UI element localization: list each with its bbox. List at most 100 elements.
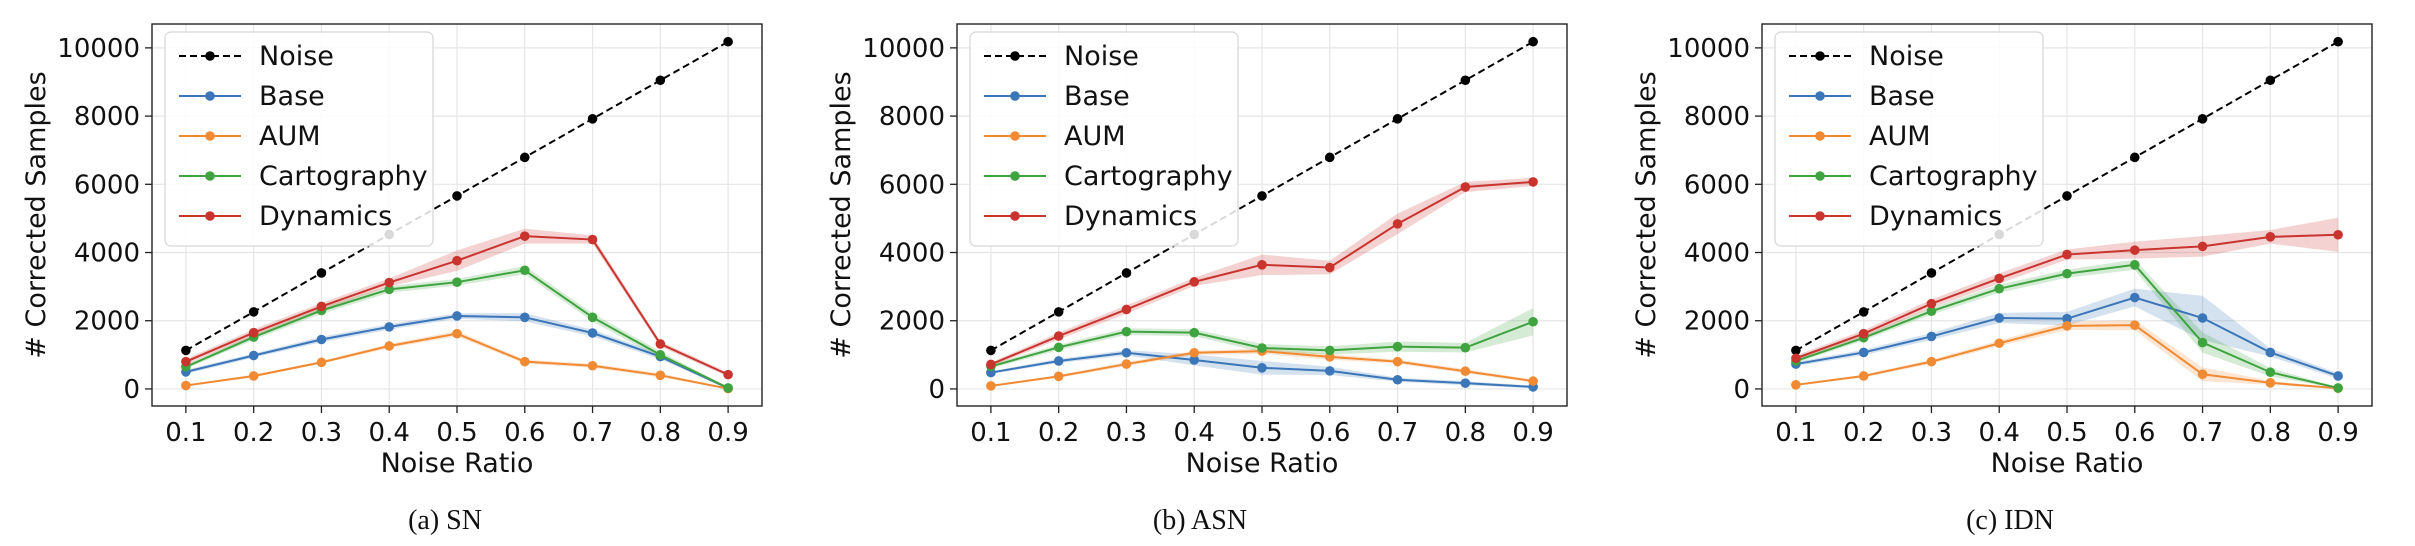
legend-label-noise: Noise: [1869, 41, 1944, 72]
data-point-dynamics: [1858, 328, 1869, 339]
data-point-dynamics: [1053, 331, 1064, 341]
data-point-noise: [181, 345, 191, 356]
legend-box: [164, 31, 434, 247]
x-axis-label: Noise Ratio: [1991, 448, 2144, 479]
y-tick-label: 8000: [74, 102, 140, 132]
data-point-cartography: [384, 284, 395, 295]
data-point-dynamics: [2197, 241, 2208, 252]
data-point-dynamics: [519, 231, 530, 241]
data-point-noise: [655, 75, 666, 86]
x-tick-label: 0.3: [1106, 418, 1147, 448]
x-tick-label: 0.3: [301, 418, 342, 448]
data-point-base: [1392, 374, 1403, 385]
data-point-dynamics: [1121, 304, 1132, 315]
legend-label-aum: AUM: [259, 121, 321, 152]
y-tick-label: 0: [123, 375, 140, 405]
data-point-dynamics: [384, 277, 395, 288]
data-point-aum: [384, 341, 395, 351]
data-point-base: [1460, 378, 1471, 388]
data-point-noise: [2333, 36, 2343, 47]
data-point-dynamics: [452, 255, 462, 266]
legend-box: [969, 31, 1239, 247]
data-point-aum: [1994, 338, 2005, 349]
legend-label-aum: AUM: [1869, 121, 1931, 152]
y-tick-label: 6000: [879, 170, 945, 200]
data-point-aum: [1926, 356, 1937, 367]
caption-text: ASN: [1191, 505, 1248, 536]
legend-label-base: Base: [1869, 81, 1935, 112]
legend-label-base: Base: [259, 81, 325, 112]
legend-marker-aum: [1010, 131, 1020, 141]
data-point-cartography: [1528, 316, 1538, 327]
data-point-noise: [1460, 75, 1471, 86]
data-point-cartography: [2333, 383, 2343, 393]
y-tick-label: 6000: [74, 170, 140, 200]
data-point-aum: [1392, 356, 1403, 367]
data-point-aum: [1189, 347, 1200, 358]
data-point-cartography: [1121, 326, 1132, 337]
caption-sn: (a) SN: [245, 505, 645, 537]
y-tick-label: 10000: [1667, 34, 1750, 64]
data-point-cartography: [2265, 367, 2276, 378]
data-point-aum: [519, 356, 530, 367]
data-point-base: [384, 322, 395, 332]
data-point-cartography: [1189, 327, 1200, 338]
data-point-base: [1324, 366, 1335, 376]
data-point-aum: [316, 357, 327, 368]
y-axis-label: # Corrected Samples: [21, 71, 52, 358]
x-tick-label: 0.9: [1512, 418, 1553, 448]
y-tick-label: 6000: [1684, 170, 1750, 200]
caption-label: (c): [1966, 505, 1998, 536]
y-tick-label: 10000: [862, 34, 945, 64]
caption-text: IDN: [2004, 505, 2054, 536]
legend-marker-dynamics: [1010, 211, 1020, 221]
data-point-dynamics: [1392, 219, 1403, 229]
x-tick-label: 0.8: [1445, 418, 1486, 448]
data-point-cartography: [1926, 306, 1937, 316]
data-point-noise: [1858, 307, 1869, 317]
data-point-base: [1858, 347, 1869, 358]
y-axis-label: # Corrected Samples: [826, 71, 857, 358]
data-point-aum: [1528, 376, 1538, 386]
legend-label-cartography: Cartography: [259, 161, 428, 192]
data-point-dynamics: [2129, 245, 2140, 255]
data-point-noise: [2265, 75, 2276, 86]
data-point-noise: [2197, 114, 2208, 124]
legend-label-base: Base: [1064, 81, 1130, 112]
data-point-base: [1121, 347, 1132, 358]
legend-label-cartography: Cartography: [1064, 161, 1233, 192]
data-point-noise: [1392, 114, 1403, 124]
data-point-base: [1994, 313, 2005, 323]
data-point-noise: [452, 191, 462, 201]
x-tick-label: 0.8: [640, 418, 681, 448]
y-tick-label: 4000: [74, 239, 140, 269]
y-tick-label: 8000: [1684, 102, 1750, 132]
data-point-dynamics: [1460, 182, 1471, 192]
x-tick-label: 0.2: [1038, 418, 1079, 448]
data-point-noise: [248, 307, 259, 317]
data-point-noise: [1053, 307, 1064, 317]
legend-marker-noise: [205, 51, 215, 61]
caption-text: SN: [446, 505, 482, 536]
legend-label-dynamics: Dynamics: [1064, 201, 1197, 232]
legend-marker-dynamics: [205, 211, 215, 221]
data-point-cartography: [1460, 342, 1471, 353]
grid: [152, 24, 762, 406]
legend-marker-cartography: [205, 171, 215, 181]
band-dynamics: [1795, 217, 2339, 361]
data-point-base: [2197, 313, 2208, 323]
data-point-base: [519, 312, 530, 323]
x-tick-label: 0.7: [2182, 418, 2223, 448]
data-point-base: [452, 311, 462, 321]
data-point-cartography: [1257, 343, 1267, 353]
legend-label-dynamics: Dynamics: [1869, 201, 2002, 232]
data-point-noise: [1121, 268, 1132, 278]
y-tick-label: 10000: [57, 34, 140, 64]
band-base: [1795, 288, 2339, 379]
data-point-aum: [1053, 371, 1064, 382]
chart-panel-idn: 0.1 0.2 0.3 0.4 0.5 0.6 0.7 0.8 0.9 0 2000 4000 6000…: [1631, 23, 2373, 479]
caption-label: (a): [408, 505, 440, 536]
x-tick-label: 0.6: [504, 418, 545, 448]
data-point-cartography: [452, 277, 462, 287]
